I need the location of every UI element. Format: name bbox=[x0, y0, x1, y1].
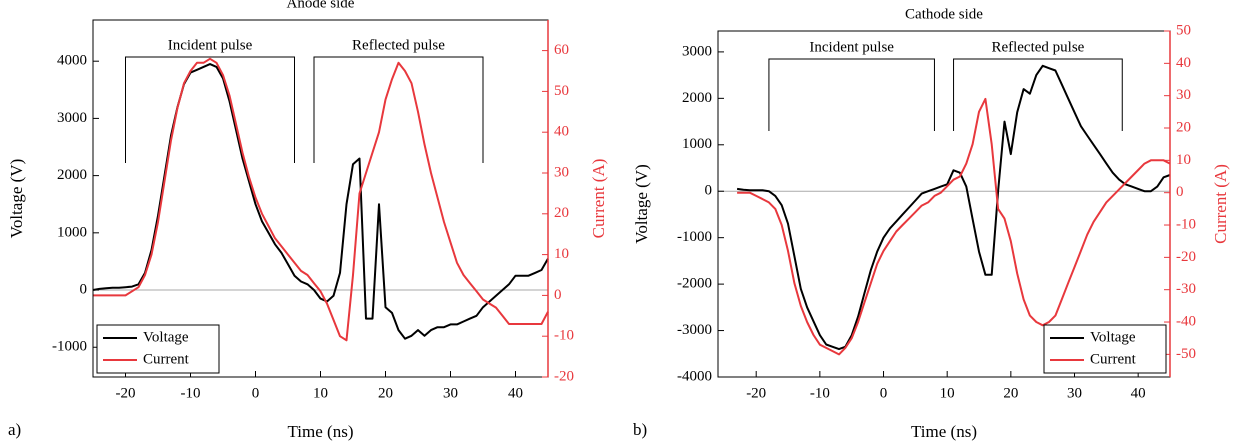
y-axis-label: Voltage (V) bbox=[7, 159, 26, 238]
panel-label: a) bbox=[8, 420, 21, 439]
chart-title: Anode side bbox=[287, 0, 355, 11]
y2-tick-label: -10 bbox=[1176, 216, 1196, 232]
x-tick-label: 10 bbox=[313, 385, 328, 401]
y-tick-label: 2000 bbox=[57, 167, 87, 183]
x-tick-label: 10 bbox=[940, 385, 955, 401]
legend-label: Current bbox=[143, 351, 190, 367]
x-tick-label: 0 bbox=[880, 385, 888, 401]
y-tick-label: 2000 bbox=[682, 90, 712, 106]
y-tick-label: -4000 bbox=[677, 368, 712, 384]
series-line bbox=[736, 64, 1171, 351]
panel: -20 -10 0 10 20 30 40 -1000 0 1000 2000 3000 4000 -20… bbox=[7, 0, 608, 441]
y2-tick-label: 20 bbox=[1176, 119, 1191, 135]
y-tick-label: -3000 bbox=[677, 322, 712, 338]
x-tick-label: 30 bbox=[1067, 385, 1082, 401]
y-tick-label: -2000 bbox=[677, 276, 712, 292]
series-line bbox=[737, 97, 1171, 356]
pulse-bracket bbox=[953, 58, 1123, 131]
y2-axis-label: Current (A) bbox=[589, 159, 608, 239]
y2-tick-label: -20 bbox=[1176, 249, 1196, 265]
x-tick-label: -20 bbox=[116, 385, 136, 401]
y2-tick-label: 30 bbox=[1176, 87, 1191, 103]
x-tick-label: -10 bbox=[181, 385, 201, 401]
y2-tick-label: 0 bbox=[554, 287, 562, 303]
legend-label: Current bbox=[1090, 351, 1137, 367]
y-tick-label: 3000 bbox=[682, 43, 712, 59]
legend-label: Voltage bbox=[143, 329, 189, 345]
y2-tick-label: -20 bbox=[554, 368, 574, 384]
x-axis-label: Time (ns) bbox=[288, 422, 354, 441]
pulse-bracket bbox=[313, 56, 484, 163]
x-tick-label: 40 bbox=[508, 385, 523, 401]
panel-label: b) bbox=[633, 420, 647, 439]
y-tick-label: 0 bbox=[705, 183, 713, 199]
y-tick-label: -1000 bbox=[677, 229, 712, 245]
chart-title: Cathode side bbox=[905, 6, 983, 22]
panel: -20 -10 0 10 20 30 40 -4000 -3000 -2000 -1000 0 1000… bbox=[632, 6, 1230, 440]
y2-tick-label: 50 bbox=[554, 83, 569, 99]
y2-tick-label: 20 bbox=[554, 205, 569, 221]
y-tick-label: -1000 bbox=[52, 339, 87, 355]
y2-tick-label: 10 bbox=[1176, 152, 1191, 168]
x-tick-label: 40 bbox=[1131, 385, 1146, 401]
x-axis-label: Time (ns) bbox=[911, 422, 977, 441]
y-tick-label: 3000 bbox=[57, 110, 87, 126]
y2-tick-label: -30 bbox=[1176, 281, 1196, 297]
y-tick-label: 1000 bbox=[57, 224, 87, 240]
y2-tick-label: 40 bbox=[1176, 55, 1191, 71]
y2-tick-label: -40 bbox=[1176, 313, 1196, 329]
pulse-bracket bbox=[125, 56, 295, 163]
x-tick-label: 0 bbox=[252, 385, 260, 401]
pulse-label: Reflected pulse bbox=[352, 37, 445, 53]
legend-box bbox=[96, 324, 220, 374]
y2-tick-label: 40 bbox=[554, 124, 569, 140]
y2-tick-label: -10 bbox=[554, 328, 574, 344]
y-tick-label: 0 bbox=[80, 281, 88, 297]
y-axis-label: Voltage (V) bbox=[632, 164, 651, 243]
y2-tick-label: -50 bbox=[1176, 346, 1196, 362]
y2-tick-label: 10 bbox=[554, 246, 569, 262]
y-tick-label: 1000 bbox=[682, 136, 712, 152]
y2-axis-label: Current (A) bbox=[1211, 164, 1230, 244]
pulse-label: Reflected pulse bbox=[991, 39, 1084, 55]
pulse-label: Incident pulse bbox=[168, 37, 253, 53]
legend-box bbox=[1043, 324, 1167, 374]
series-line bbox=[93, 57, 549, 342]
legend-label: Voltage bbox=[1090, 329, 1136, 345]
y2-tick-label: 0 bbox=[1176, 184, 1184, 200]
x-tick-label: -20 bbox=[746, 385, 766, 401]
y2-tick-label: 60 bbox=[554, 42, 569, 58]
y-tick-label: 4000 bbox=[57, 53, 87, 69]
x-tick-label: 20 bbox=[1003, 385, 1018, 401]
x-tick-label: -10 bbox=[810, 385, 830, 401]
x-tick-label: 20 bbox=[378, 385, 393, 401]
y2-tick-label: 30 bbox=[554, 164, 569, 180]
x-tick-label: 30 bbox=[443, 385, 458, 401]
pulse-bracket bbox=[768, 58, 935, 131]
y2-tick-label: 50 bbox=[1176, 22, 1191, 38]
pulse-label: Incident pulse bbox=[809, 39, 894, 55]
